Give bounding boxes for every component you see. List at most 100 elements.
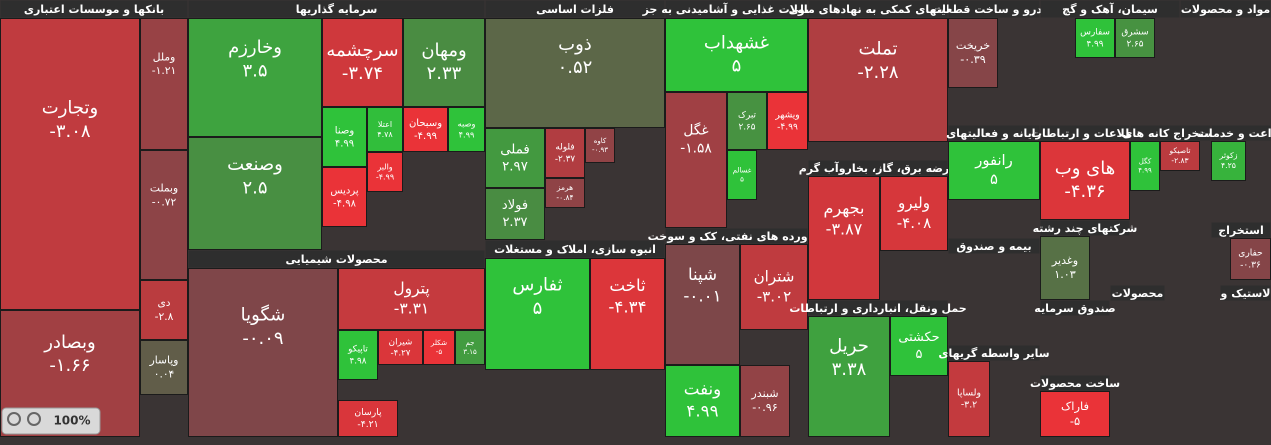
tile[interactable]: ثاخت -۴.۳۴ [590,258,665,370]
tile[interactable]: های وب-۴.۳۶ [1040,141,1130,220]
tile-box [140,340,188,395]
tile[interactable]: وبملت-۰.۷۲ [140,150,188,280]
tile[interactable]: بجهرم-۳.۸۷ [808,176,880,300]
tile-box [448,107,485,152]
tile-name: فولاد [502,198,528,213]
tile-name: تملت [858,39,897,60]
tile[interactable]: حکشتی ۵ [890,316,948,376]
tile-name: وصنعت [227,154,283,175]
sector-title: بانکها و موسسات اعتباری [24,3,164,16]
tile-box [188,137,322,250]
tile-name: فاراک [1061,399,1089,414]
tile[interactable]: کگل ۴.۹۹ [1130,141,1160,191]
tile[interactable]: هرمز-۰.۸۴ [545,178,585,208]
tile[interactable]: غسالم ۵ [727,150,757,200]
tile-value: ۲.۹۷ [502,160,528,175]
tile-value: -۴.۳۴ [608,298,646,317]
tile[interactable]: فولاد ۲.۳۷ [485,188,545,240]
tile[interactable]: شبندر-۰.۹۶ [740,365,790,437]
tile-value: -۴.۳۶ [1064,181,1105,202]
tile[interactable]: سرچشمه-۳.۷۴ [322,18,403,107]
tile[interactable]: وتجارت-۳.۰۸ [0,18,140,310]
tile-name: ونفت [684,380,721,399]
tile-name: ثاخت [609,276,646,295]
tile[interactable]: غشهداب ۵ [665,18,808,92]
tile[interactable]: تملت-۲.۲۸ [808,18,948,142]
tile-name: ولیرو [897,194,930,212]
tile[interactable]: شکلر-۵ [423,330,455,365]
tile-name: ومهان [421,40,466,61]
tile[interactable]: ویشهر-۴.۹۹ [767,92,808,150]
tile-value: -۳.۲ [961,400,977,411]
tile[interactable]: وملل-۱.۲۱ [140,18,188,150]
tile[interactable]: غگل -۱.۵۸ [665,92,727,228]
tile-name: وغدیر [1051,254,1078,267]
sector-header [948,238,1040,254]
tile[interactable]: جم۳.۱۵ [455,330,485,365]
tile-value: ۵ [740,176,744,184]
tile[interactable]: خریخت-۰.۳۹ [948,18,998,88]
tile-box [0,18,140,310]
tile[interactable]: دی-۲.۸ [140,280,188,340]
tile-box [740,365,790,437]
tile[interactable]: فملی ۲.۹۷ [485,128,545,188]
tile[interactable]: فلوله-۲.۳۷ [545,128,585,178]
tile-value: -۱.۶۶ [49,355,90,376]
tile-value: ۴.۲۵ [1221,161,1236,170]
tile-box [808,18,948,142]
tile-value: -۲.۳۷ [555,154,576,164]
tile-name: غشهداب [704,32,769,53]
tile[interactable]: فاراک-۵ [1040,391,1110,437]
tile-box [948,361,990,437]
tile-value: ۲.۳۷ [502,215,527,230]
tile[interactable]: ولیرو -۴.۰۸ [880,176,948,251]
sector-title: اطلاعات و ارتباطات [1031,127,1139,140]
sector-title: استخراج [1218,224,1264,238]
tile[interactable]: وصنا ۴.۹۹ [322,107,367,167]
sector-header [188,250,485,268]
tile-value: -۰.۷۲ [152,195,177,208]
tile-name: فلوله [555,143,574,153]
tile[interactable]: پترول -۳.۳۱ [338,268,485,330]
tile-name: کگل [1139,156,1152,165]
tile-box [322,18,403,107]
tile[interactable]: ونفت ۴.۹۹ [665,365,740,437]
tile[interactable]: شگویا -۰.۰۹ [188,268,338,437]
tile[interactable]: پردیس -۴.۹۸ [322,167,367,227]
tile[interactable]: شیران -۴.۲۷ [378,330,423,365]
tile[interactable]: شتران-۳.۰۲ [740,244,808,330]
tile[interactable]: ولساپا -۳.۲ [948,361,990,437]
zoom-control[interactable]: 100% [1,407,101,435]
tile-name: وبصادر [43,332,96,353]
sector-header [808,160,948,176]
tile[interactable]: کاوه-۰.۹۳ [585,128,615,163]
tile[interactable]: والبر -۴.۹۹ [367,152,403,192]
tile-name: های وب [1055,158,1115,179]
tile[interactable]: وسبحان -۴.۹۹ [403,107,448,152]
tile-box [948,18,998,88]
tile-box [1230,238,1271,280]
tile-value: -۲.۸ [155,310,174,323]
tile-value: -۲.۲۸ [857,62,899,83]
tile[interactable]: رانفور ۵ [948,141,1040,200]
tile[interactable]: حفاری-۰.۳۶ [1230,238,1271,280]
tile[interactable]: شپنا -۰.۰۱ [665,244,740,365]
tile[interactable]: پارسان-۴.۲۱ [338,400,398,437]
tile[interactable]: تاصیکو-۲.۸۳ [1160,141,1200,171]
